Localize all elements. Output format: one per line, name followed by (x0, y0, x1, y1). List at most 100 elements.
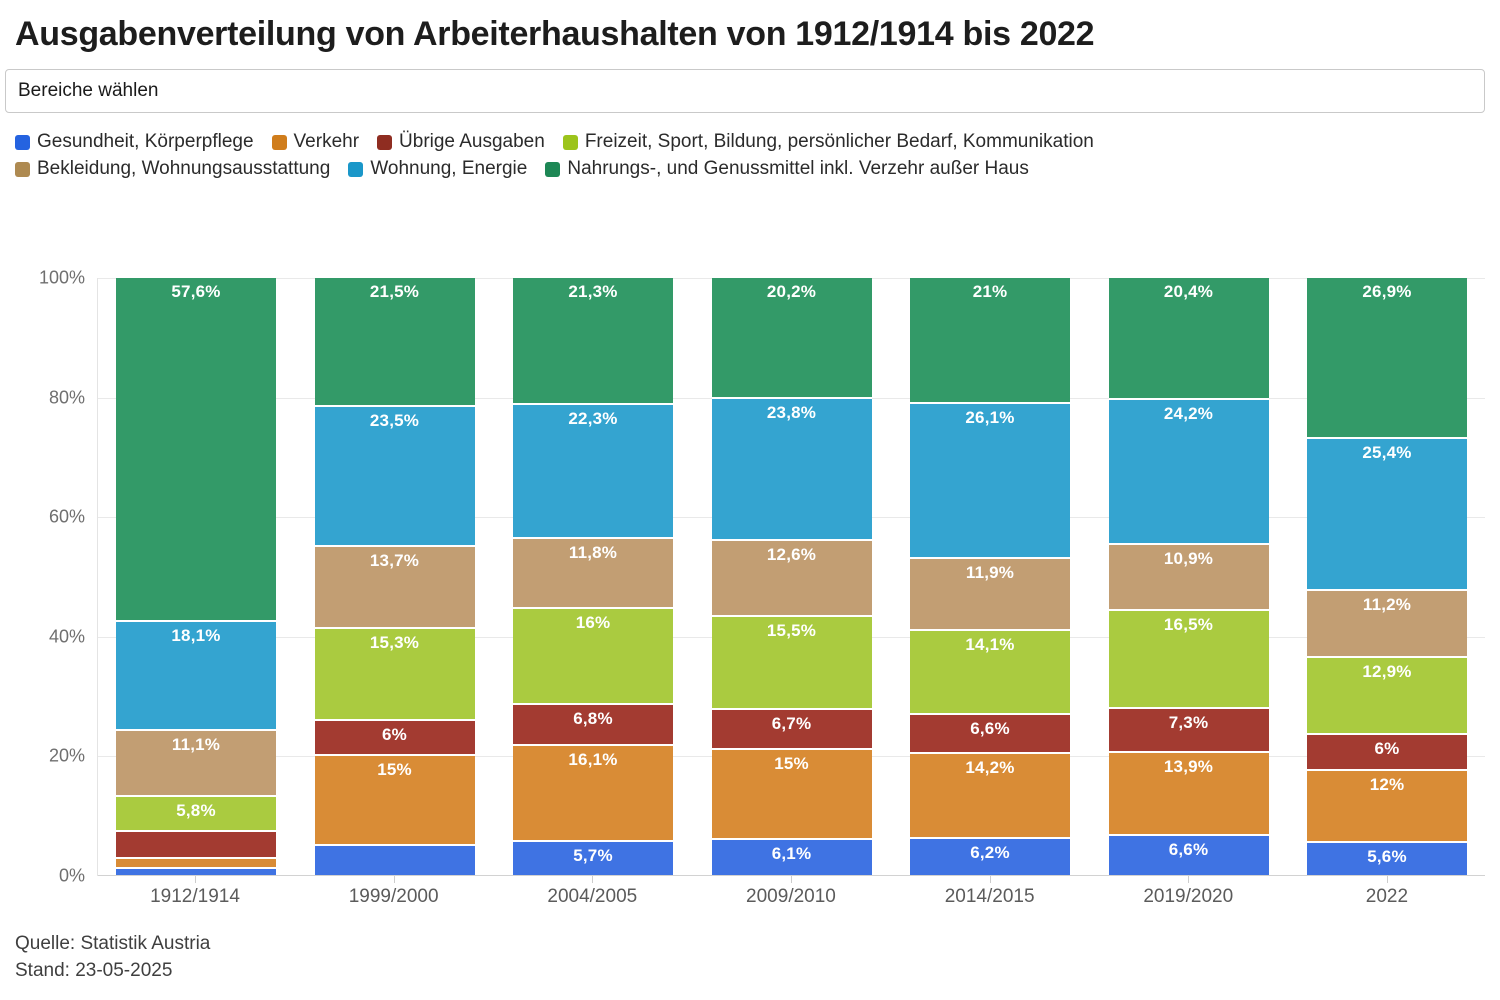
bar-segment[interactable]: 12,6% (711, 541, 872, 617)
bar-segment-label: 21% (972, 282, 1008, 302)
bar-column: 6,2% 14,2% 6,6% 14,1% 11,9% 26,1% 21% (910, 278, 1070, 876)
legend-swatch (545, 161, 561, 177)
chart-title: Ausgabenverteilung von Arbeiterhaushalte… (15, 15, 1095, 53)
bar-segment[interactable]: 6,6% (910, 714, 1070, 755)
legend-swatch (348, 161, 364, 177)
bar-segment[interactable]: 20,4% (1108, 278, 1269, 401)
x-axis-tick (1386, 876, 1388, 883)
bar-segment[interactable]: 14,2% (910, 754, 1070, 839)
legend-item: Gesundheit, Körperpflege (15, 128, 254, 155)
legend: Gesundheit, Körperpflege Verkehr Übrige Au… (15, 128, 1485, 182)
bar-segment[interactable]: 11,2% (1307, 590, 1467, 658)
bar-segment[interactable]: 22,3% (513, 405, 673, 539)
bar-segment[interactable]: 11,9% (910, 559, 1070, 631)
bar-segment[interactable]: 16,5% (1108, 610, 1269, 710)
bar-segment[interactable] (116, 831, 276, 860)
legend-row: Gesundheit, Körperpflege Verkehr Übrige Au… (15, 128, 1485, 155)
bar-segment[interactable]: 6,8% (513, 705, 673, 746)
bar-segment[interactable]: 15,5% (711, 616, 872, 710)
bar-segment[interactable]: 14,1% (910, 630, 1070, 715)
bar-segment[interactable]: 12% (1307, 770, 1467, 843)
bar-segment[interactable]: 15,3% (314, 629, 475, 721)
bar-segment[interactable]: 26,1% (910, 403, 1070, 560)
legend-swatch (377, 134, 393, 150)
bar-column: 5,7% 16,1% 6,8% 16% 11,8% 22,3% 21,3% (513, 278, 673, 876)
bar-segment[interactable]: 6,7% (711, 709, 872, 750)
bar-segment[interactable]: 5,8% (116, 797, 276, 832)
legend-label: Nahrungs-, und Genussmittel inkl. Verzeh… (567, 158, 1029, 179)
x-axis-cell: 2019/2020 (1108, 876, 1268, 914)
legend-label: Gesundheit, Körperpflege (37, 131, 254, 152)
bar-segment[interactable]: 16,1% (513, 745, 673, 842)
y-axis-label: 80% (48, 387, 85, 408)
legend-item: Übrige Ausgaben (377, 128, 545, 155)
bar-segment[interactable]: 13,7% (314, 547, 475, 630)
bar-segment[interactable] (116, 868, 276, 876)
legend-swatch (15, 134, 30, 150)
bar-segment[interactable]: 18,1% (116, 622, 276, 731)
x-axis-cell: 1912/1914 (115, 876, 275, 914)
bar-segment-label: 16% (575, 613, 611, 633)
bar-segment[interactable]: 23,5% (314, 406, 475, 548)
bar-segment[interactable] (314, 846, 475, 876)
bar-segment[interactable]: 6% (1307, 734, 1467, 771)
bar-segment[interactable]: 12,9% (1307, 657, 1467, 735)
x-axis-label: 1999/2000 (348, 886, 439, 907)
bar-segment[interactable]: 6,2% (910, 838, 1070, 876)
bar-segment[interactable] (116, 859, 276, 869)
bar-segment-label: 22,3% (568, 409, 618, 429)
x-axis-label: 2022 (1365, 886, 1409, 907)
bar-segment-label: 16,1% (568, 749, 618, 769)
bar-segment[interactable]: 15% (314, 756, 475, 847)
bar-segment[interactable]: 11,1% (116, 730, 276, 798)
x-axis-cell: 1999/2000 (314, 876, 474, 914)
bar-segment[interactable]: 6,1% (711, 839, 872, 876)
bar-segment-label: 26,9% (1362, 282, 1412, 302)
bar-segment[interactable]: 21,3% (513, 278, 673, 406)
bar-segment-label: 7,3% (1168, 713, 1209, 733)
bar-segment[interactable]: 25,4% (1307, 438, 1467, 591)
bar-segment-label: 12,9% (1362, 661, 1412, 681)
area-select[interactable]: Bereiche wählen (5, 69, 1485, 113)
legend-row: Bekleidung, Wohnungsausstattung Wohnung, … (15, 155, 1485, 182)
bar-segment-label: 10,9% (1163, 549, 1214, 569)
source-note: Quelle: Statistik Austria (15, 933, 211, 954)
bar-segment-label: 25,4% (1362, 442, 1412, 462)
area-select-placeholder: Bereiche wählen (18, 80, 159, 101)
x-axis: 1912/1914 1999/2000 2004/2005 2009/2010 2014… (97, 876, 1485, 914)
bar-segment[interactable]: 21% (910, 278, 1070, 404)
bar-segment[interactable]: 23,8% (711, 398, 872, 542)
bar-segment[interactable]: 11,8% (513, 538, 673, 610)
bar-segment[interactable]: 5,7% (513, 841, 673, 876)
bar-column: 15% 6% 15,3% 13,7% 23,5% 21,5% (314, 278, 475, 876)
bar-segment-label: 6,7% (771, 713, 812, 733)
bar-segment[interactable]: 6% (314, 720, 475, 757)
bar-segment-label: 13,7% (369, 551, 420, 571)
bar-segment-label: 11,2% (1362, 594, 1412, 614)
bar-segment[interactable]: 57,6% (116, 278, 276, 623)
x-axis-cell: 2014/2015 (910, 876, 1070, 914)
bar-segment[interactable]: 16% (513, 609, 673, 705)
bar-column: 5,6% 12% 6% 12,9% 11,2% 25,4% 26,9% (1307, 278, 1467, 876)
bar-segment[interactable]: 10,9% (1108, 545, 1269, 611)
bar-segment[interactable]: 15% (711, 749, 872, 840)
x-axis-cell: 2022 (1307, 876, 1467, 914)
legend-item: Wohnung, Energie (348, 155, 527, 182)
bar-segment[interactable]: 20,2% (711, 278, 872, 399)
bar-segment[interactable]: 5,6% (1307, 842, 1467, 876)
bar-segment[interactable]: 26,9% (1307, 278, 1467, 439)
bar-segment-label: 5,6% (1367, 846, 1407, 866)
bar-segment[interactable]: 7,3% (1108, 709, 1269, 754)
legend-item: Verkehr (271, 128, 359, 155)
bars: 5,8% 11,1% 18,1% 57,6% 15% 6% 15,3% 13,7% 23,5% 2… (98, 278, 1485, 876)
bar-segment[interactable]: 21,5% (314, 278, 475, 407)
legend-item: Nahrungs-, und Genussmittel inkl. Verzeh… (545, 155, 1029, 182)
bar-segment[interactable]: 6,6% (1108, 836, 1269, 876)
bar-segment[interactable]: 24,2% (1108, 400, 1269, 546)
bar-segment[interactable]: 13,9% (1108, 753, 1269, 837)
bar-segment-label: 15,3% (369, 633, 420, 653)
bar-segment-label: 26,1% (965, 407, 1015, 427)
x-axis-label: 2009/2010 (746, 886, 836, 907)
bar-segment-label: 6,2% (970, 842, 1010, 862)
